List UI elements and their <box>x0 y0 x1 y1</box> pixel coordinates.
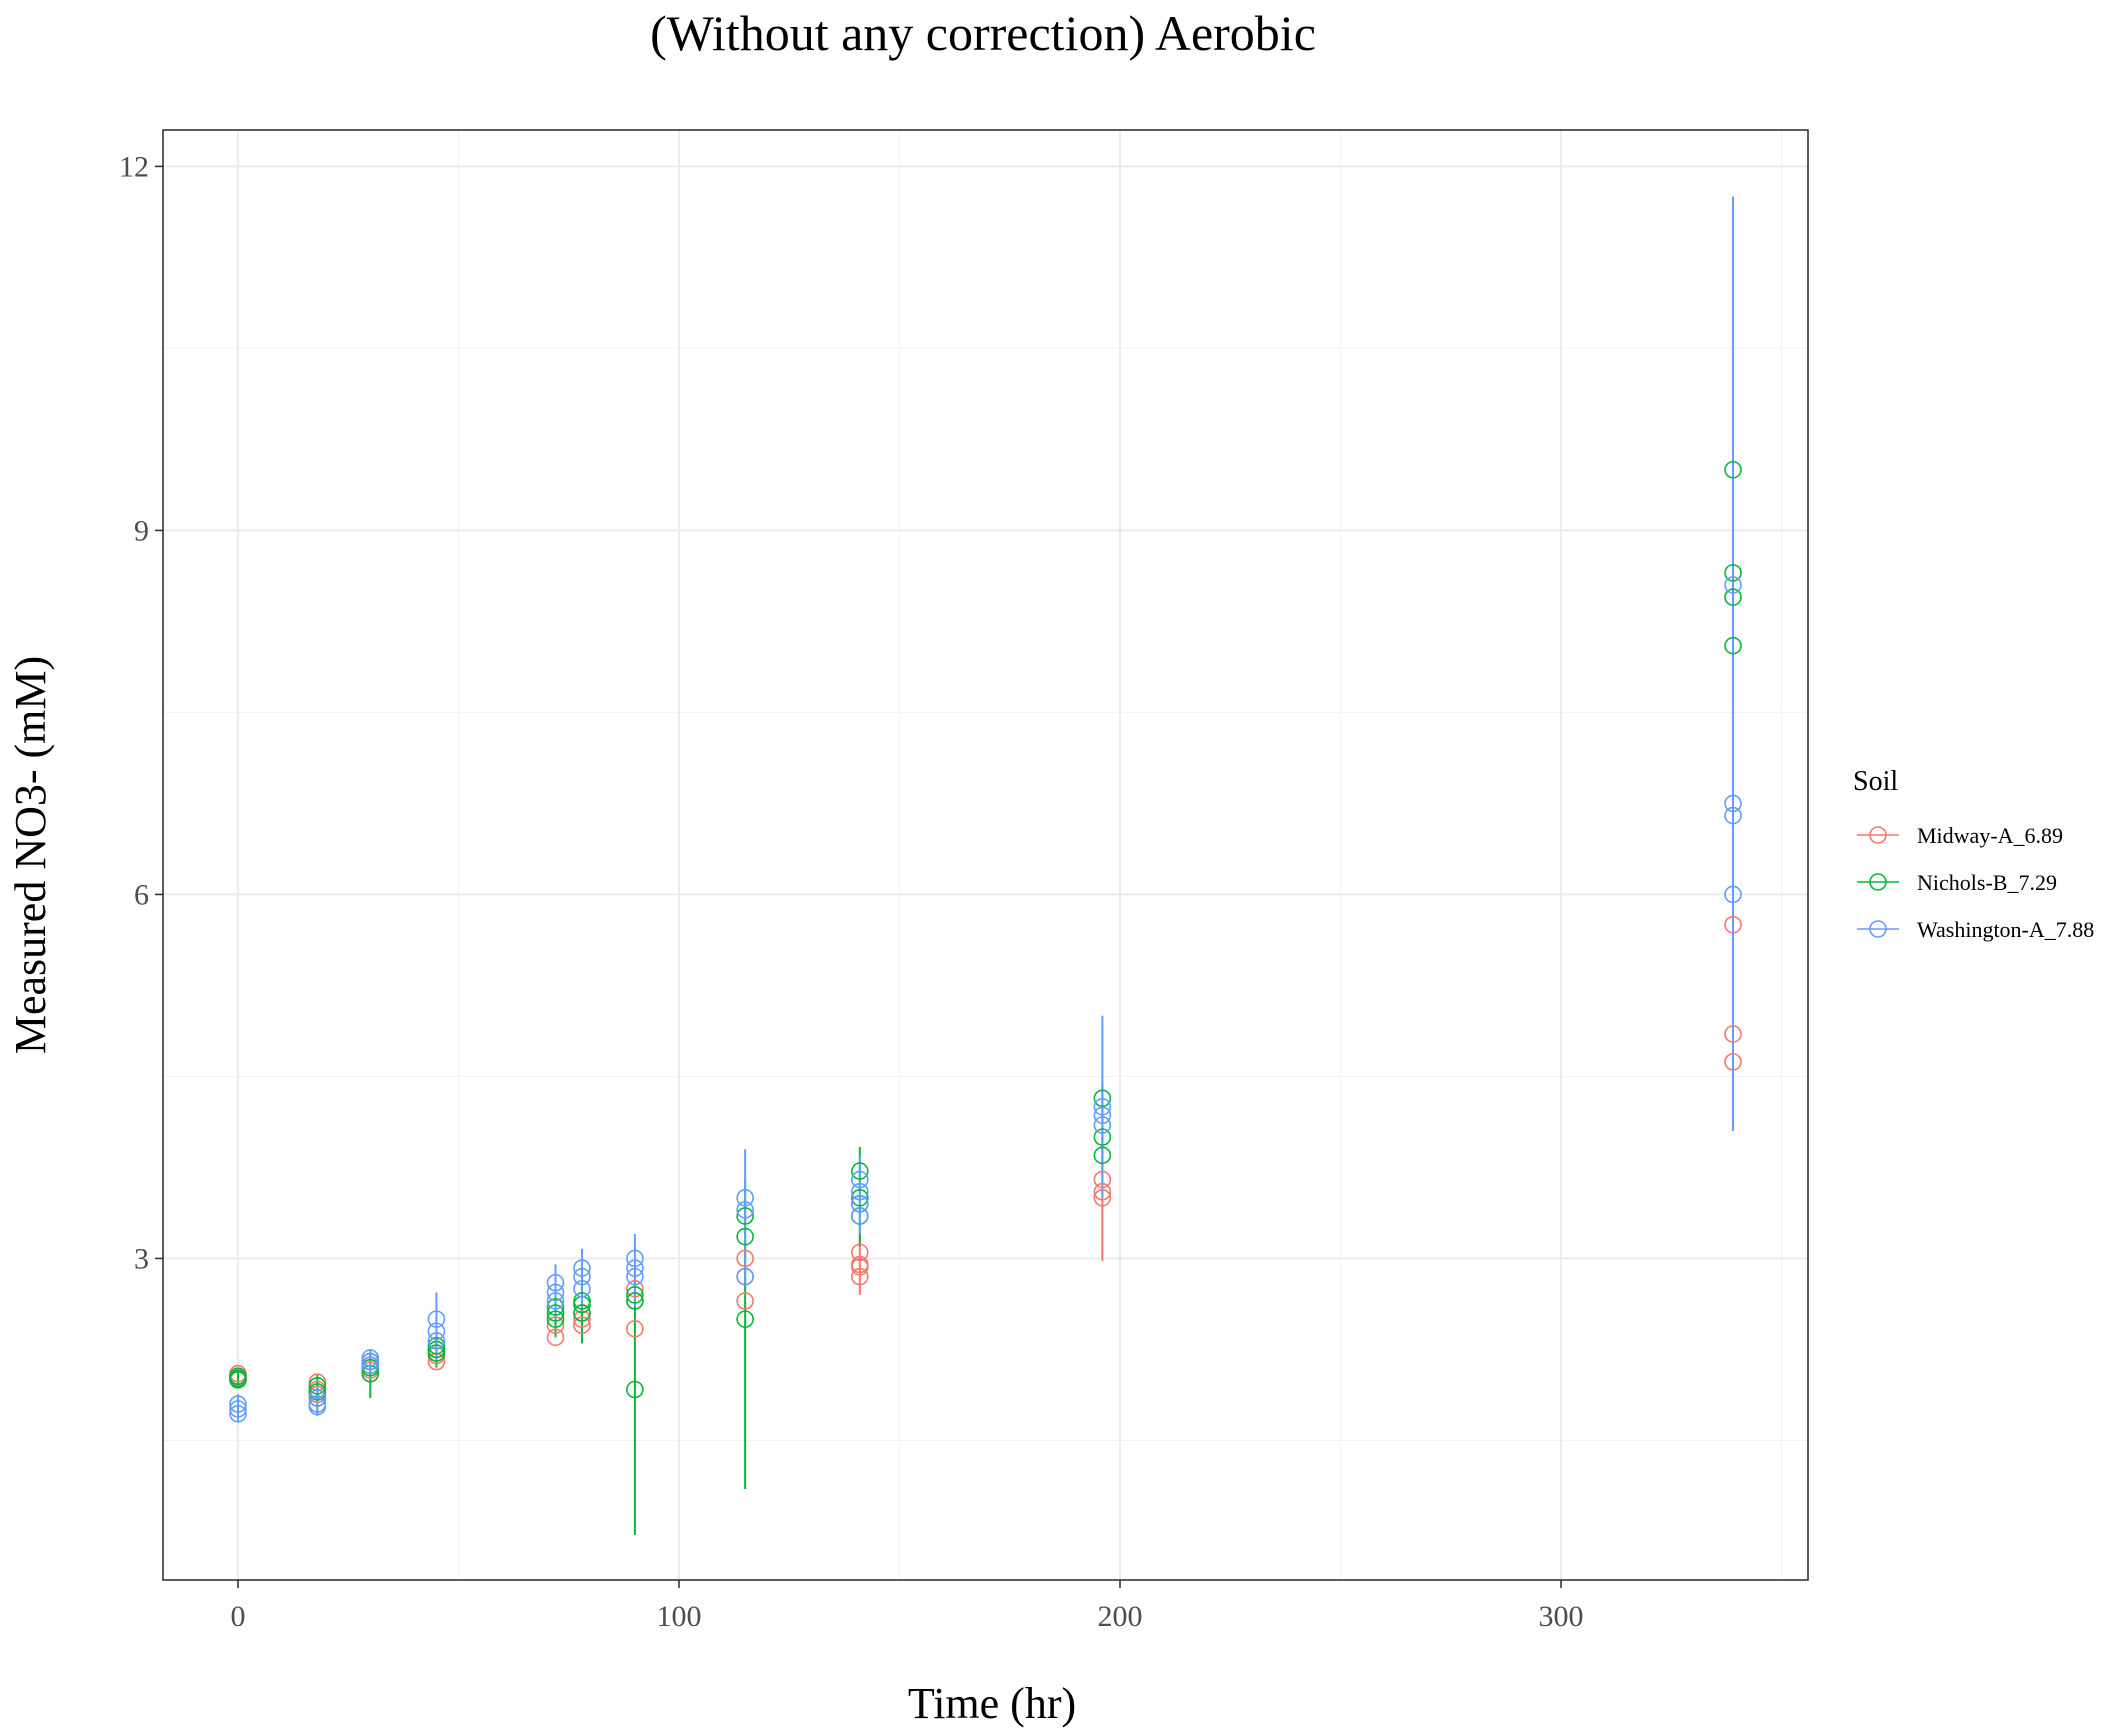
y-axis-ticks: 3 6 9 12 <box>119 150 163 1275</box>
legend-label: Nichols-B_7.29 <box>1917 870 2057 895</box>
data-point <box>736 1188 754 1207</box>
data-point <box>427 1337 446 1355</box>
data-point <box>573 1259 591 1277</box>
data-point <box>851 1258 869 1276</box>
data-point <box>1724 1025 1742 1043</box>
data-point <box>626 1249 644 1268</box>
data-point <box>626 1279 644 1298</box>
data-point <box>427 1322 446 1341</box>
data-point <box>626 1259 644 1277</box>
data-point <box>1093 1188 1112 1207</box>
data-point <box>1093 1182 1112 1201</box>
data-point <box>626 1380 644 1399</box>
data-points <box>229 460 1742 1423</box>
legend-label: Washington-A_7.88 <box>1917 917 2094 942</box>
data-point <box>308 1383 327 1401</box>
data-point <box>1724 794 1742 813</box>
data-point <box>736 1310 754 1328</box>
y-tick-label: 12 <box>119 150 149 183</box>
data-point <box>1724 806 1742 825</box>
data-point <box>736 1201 754 1219</box>
data-point <box>1093 1170 1112 1189</box>
data-point <box>736 1207 754 1225</box>
data-point <box>851 1162 869 1180</box>
data-point <box>308 1377 327 1395</box>
data-point <box>546 1310 565 1328</box>
data-point <box>851 1188 869 1207</box>
data-point <box>1093 1106 1112 1125</box>
data-point <box>736 1267 754 1286</box>
data-point <box>851 1182 869 1201</box>
x-tick-label: 300 <box>1539 1600 1584 1633</box>
data-point <box>573 1279 591 1298</box>
data-point <box>626 1267 644 1286</box>
data-point <box>361 1356 380 1375</box>
data-point <box>573 1316 591 1334</box>
data-point <box>546 1304 565 1322</box>
y-axis-title: Measured NO3- (mM) <box>6 656 55 1054</box>
data-point <box>736 1249 754 1268</box>
x-tick-label: 100 <box>656 1600 701 1633</box>
data-point <box>1724 636 1742 655</box>
data-point <box>308 1389 327 1407</box>
legend-label: Midway-A_6.89 <box>1917 823 2063 848</box>
data-point <box>573 1267 591 1286</box>
y-tick-label: 3 <box>134 1242 149 1275</box>
data-point <box>427 1310 446 1328</box>
data-point <box>1724 564 1742 582</box>
data-point <box>573 1310 591 1328</box>
data-point <box>1724 460 1742 479</box>
chart-title: (Without any correction) Aerobic <box>650 5 1316 61</box>
data-point <box>546 1292 565 1310</box>
data-point <box>546 1283 565 1302</box>
data-point <box>1724 588 1742 606</box>
data-point <box>1093 1089 1112 1108</box>
data-point <box>1093 1128 1112 1146</box>
data-point <box>1093 1097 1112 1116</box>
data-point <box>1724 576 1742 594</box>
data-point <box>229 1369 247 1388</box>
data-point <box>546 1328 565 1347</box>
x-axis-title: Time (hr) <box>908 1679 1076 1728</box>
grid-major <box>163 130 1808 1580</box>
data-point <box>1724 915 1742 934</box>
data-point <box>626 1320 644 1338</box>
data-point <box>851 1170 869 1189</box>
x-tick-label: 200 <box>1098 1600 1143 1633</box>
data-point <box>229 1400 247 1418</box>
legend-key-marker <box>1869 873 1887 891</box>
data-point <box>626 1292 644 1310</box>
data-point <box>229 1404 247 1423</box>
data-point <box>573 1304 591 1322</box>
y-tick-label: 6 <box>134 878 149 911</box>
data-point <box>851 1243 869 1262</box>
data-point <box>427 1344 446 1362</box>
legend-key-marker <box>1869 920 1887 938</box>
data-point <box>427 1332 446 1350</box>
data-point <box>1724 885 1742 904</box>
data-point <box>851 1207 869 1225</box>
data-point <box>308 1397 327 1416</box>
grid-minor <box>163 130 1808 1580</box>
data-point <box>1093 1146 1112 1165</box>
data-point <box>546 1273 565 1292</box>
x-tick-label: 0 <box>230 1600 245 1633</box>
plot-border <box>162 129 1809 1581</box>
x-axis-ticks: 0 100 200 300 <box>230 1580 1584 1633</box>
data-point <box>736 1227 754 1246</box>
data-point <box>851 1267 869 1286</box>
data-point <box>546 1298 565 1316</box>
data-point <box>626 1286 644 1304</box>
y-tick-label: 9 <box>134 514 149 547</box>
data-point <box>1724 1053 1742 1071</box>
data-point <box>736 1292 754 1310</box>
legend: Soil Midway-A_6.89 Nichols-B_7.29 Washingt… <box>1853 766 2094 942</box>
legend-title: Soil <box>1853 766 1898 797</box>
data-point <box>1093 1116 1112 1134</box>
data-point <box>546 1316 565 1334</box>
data-point <box>229 1395 247 1413</box>
data-point <box>851 1195 869 1213</box>
legend-key-marker <box>1869 826 1887 844</box>
